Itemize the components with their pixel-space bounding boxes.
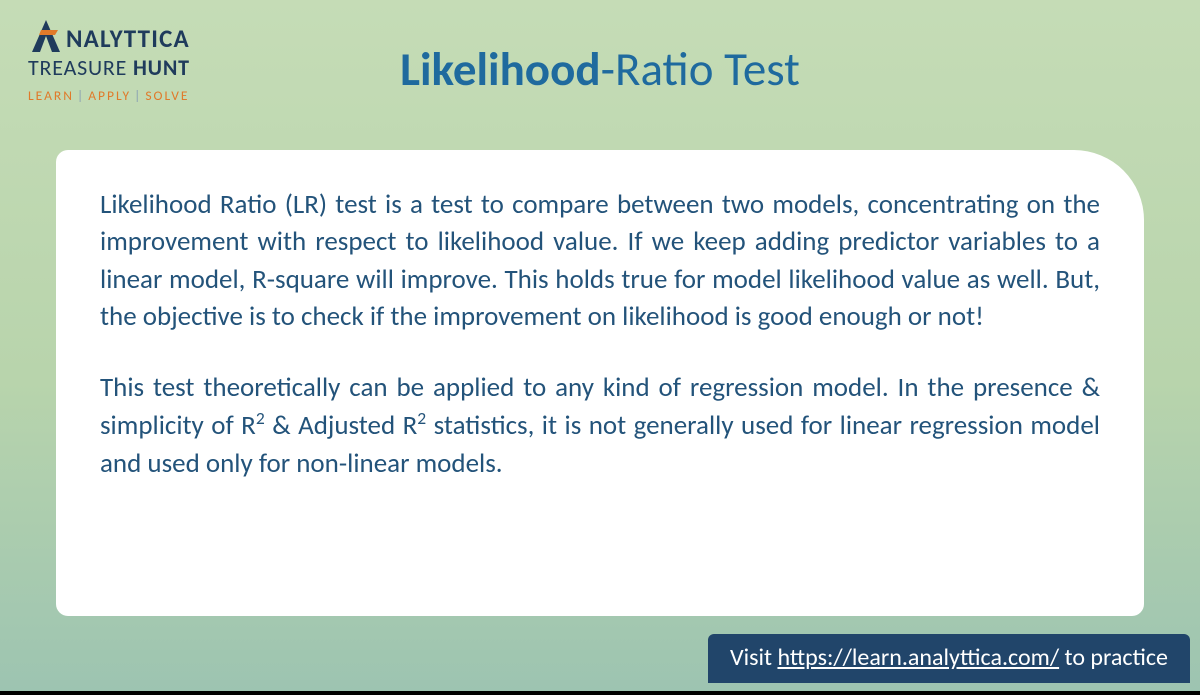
title-rest: -Ratio Test [601,40,800,98]
footer-prefix: Visit [730,643,777,672]
content-card: Likelihood Ratio (LR) test is a test to … [56,150,1144,616]
footer-link[interactable]: https://learn.analyttica.com/ [777,643,1059,672]
slide: NALYTTICA TREASURE HUNT LEARN|APPLY|SOLV… [0,0,1200,695]
paragraph-1: Likelihood Ratio (LR) test is a test to … [100,186,1100,335]
title-bold: Likelihood [400,40,600,98]
paragraph-2: This test theoretically can be applied t… [100,369,1100,482]
superscript-2a: 2 [256,407,265,429]
p2-part-b: & Adjusted R [265,409,418,442]
slide-title: Likelihood-Ratio Test [0,40,1200,98]
superscript-2b: 2 [417,407,426,429]
footer-suffix: to practice [1059,643,1168,672]
footer-callout: Visit https://learn.analyttica.com/ to p… [708,634,1190,683]
